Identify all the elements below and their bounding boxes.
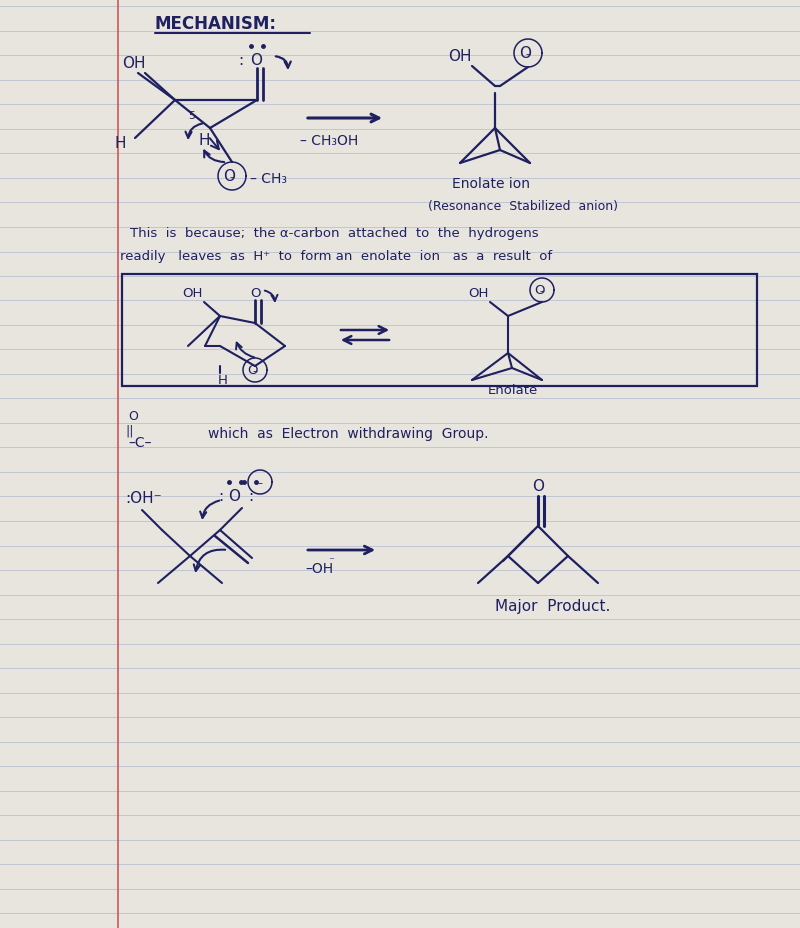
Text: This  is  because;  the α-carbon  attached  to  the  hydrogens: This is because; the α-carbon attached t… xyxy=(130,227,538,240)
Text: H: H xyxy=(115,136,126,151)
Text: readily   leaves  as  H⁺  to  form an  enolate  ion   as  a  result  of: readily leaves as H⁺ to form an enolate … xyxy=(120,251,552,264)
Text: –C–: –C– xyxy=(128,435,151,449)
Text: :: : xyxy=(248,489,253,504)
Text: – CH₃: – CH₃ xyxy=(250,172,287,186)
Bar xyxy=(122,275,757,387)
Text: –: – xyxy=(526,49,530,59)
Text: :OH⁻: :OH⁻ xyxy=(125,491,162,506)
Text: –: – xyxy=(258,478,262,487)
Text: O: O xyxy=(223,169,235,185)
Text: O: O xyxy=(247,364,258,377)
Text: –: – xyxy=(253,366,258,376)
Text: Major  Product.: Major Product. xyxy=(495,599,610,613)
Text: ||: || xyxy=(125,424,134,437)
Text: –: – xyxy=(230,172,234,182)
Text: O: O xyxy=(128,410,138,423)
Text: :: : xyxy=(238,54,243,69)
Text: OH: OH xyxy=(182,287,202,300)
Text: –: – xyxy=(539,286,545,296)
Text: O: O xyxy=(532,479,544,494)
Text: (Resonance  Stabilized  anion): (Resonance Stabilized anion) xyxy=(428,200,618,213)
Text: :: : xyxy=(218,489,223,504)
Text: H: H xyxy=(218,374,228,387)
Text: – CH₃OH: – CH₃OH xyxy=(300,134,358,148)
Text: OH: OH xyxy=(468,287,488,300)
Text: MECHANISM:: MECHANISM: xyxy=(155,15,277,33)
Text: OH: OH xyxy=(448,49,471,64)
Text: H: H xyxy=(198,134,210,148)
Text: –OH: –OH xyxy=(305,561,333,575)
Text: O: O xyxy=(250,54,262,69)
Text: O: O xyxy=(534,284,545,297)
Text: O: O xyxy=(250,287,261,300)
Text: O: O xyxy=(519,46,531,61)
Text: Enolate ion: Enolate ion xyxy=(452,177,530,191)
Text: 5: 5 xyxy=(188,110,195,121)
Text: OH: OH xyxy=(122,57,146,71)
Text: ⁻: ⁻ xyxy=(328,555,334,565)
Text: which  as  Electron  withdrawing  Group.: which as Electron withdrawing Group. xyxy=(208,427,489,441)
Text: Enolate: Enolate xyxy=(488,384,538,397)
Text: O: O xyxy=(228,489,240,504)
